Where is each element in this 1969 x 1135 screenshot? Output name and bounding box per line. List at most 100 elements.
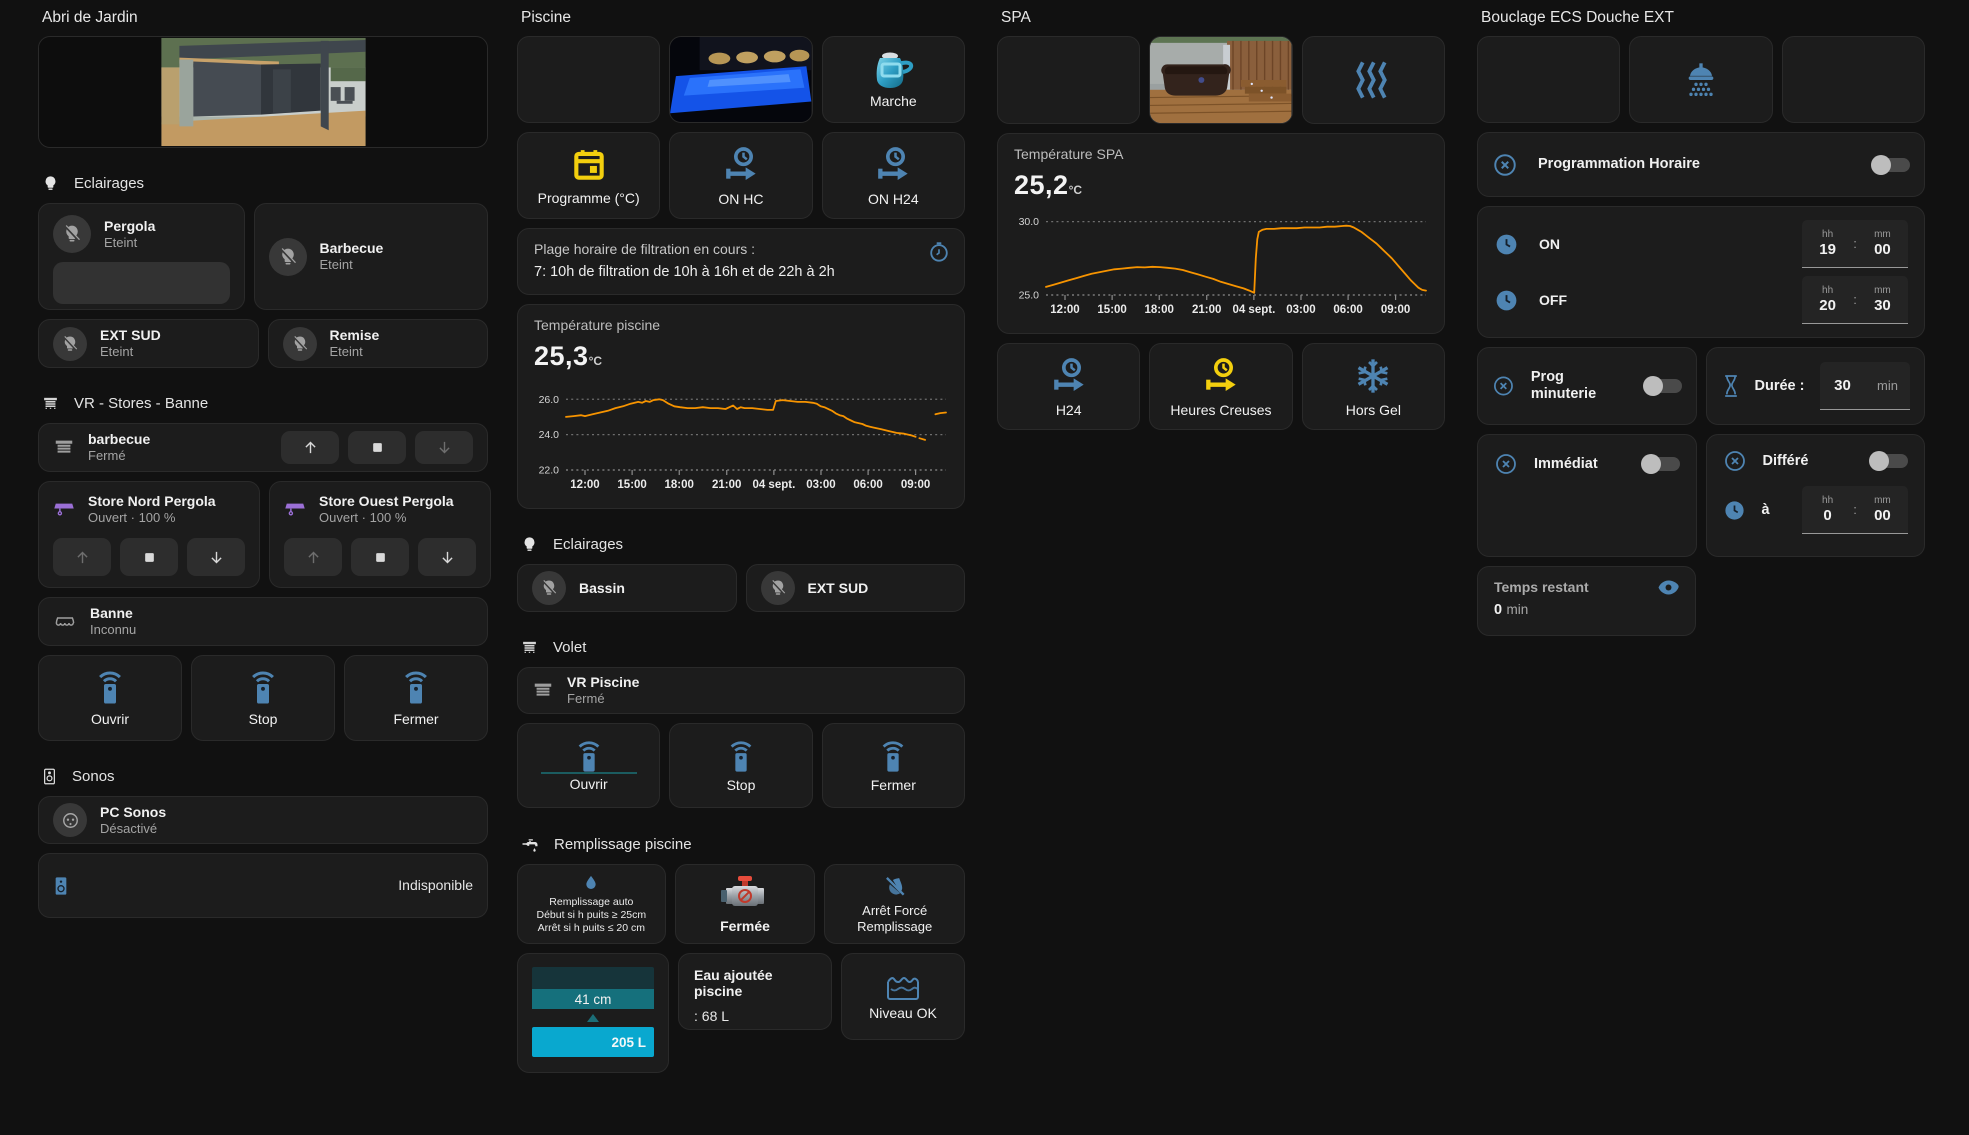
cover-up-button[interactable]	[284, 538, 342, 576]
empty-tile[interactable]	[1477, 36, 1621, 123]
prog-horaire-toggle[interactable]	[1871, 154, 1910, 175]
cover-up-button[interactable]	[53, 538, 111, 576]
svg-text:22.0: 22.0	[539, 465, 560, 477]
cover-stop-button[interactable]	[120, 538, 178, 576]
clock-arrow-icon	[726, 146, 756, 180]
svg-text:12:00: 12:00	[570, 479, 599, 491]
differe-time-input[interactable]: hh 0 : mm 00	[1802, 486, 1908, 534]
remote-close-button[interactable]: Fermer	[344, 655, 488, 741]
off-time-input[interactable]: hh 20 : mm 30	[1802, 276, 1908, 324]
brightness-slider[interactable]	[53, 262, 230, 304]
svg-text:06:00: 06:00	[1333, 304, 1362, 316]
eye-icon[interactable]	[1658, 580, 1679, 595]
button-label: H24	[1055, 401, 1082, 418]
timer-icon[interactable]	[928, 241, 950, 263]
light-card-remise[interactable]: Remise Eteint	[267, 319, 488, 368]
immediat-toggle[interactable]	[1640, 454, 1680, 474]
remplissage-auto-card[interactable]: Remplissage auto Début si h puits ≥ 25cm…	[517, 864, 666, 944]
media-player-card-sonos[interactable]: Indisponible	[38, 853, 488, 918]
lightbulb-off-icon[interactable]	[760, 571, 795, 605]
volet-close-button[interactable]: Fermer	[821, 723, 965, 808]
entity-state: Eteint	[104, 234, 138, 250]
pool-photo	[670, 37, 812, 122]
volet-open-button[interactable]: Ouvrir	[517, 723, 661, 808]
well-level-gauge-card[interactable]: 41 cm 205 L	[517, 953, 669, 1073]
pool-temperature-card[interactable]: Température piscine 25,3°C 26.0 24.0 22.0 1…	[517, 304, 965, 509]
cover-down-button[interactable]	[187, 538, 245, 576]
cover-stop-button[interactable]	[351, 538, 409, 576]
cover-down-button[interactable]	[415, 431, 473, 464]
svg-text:03:00: 03:00	[1286, 304, 1315, 316]
lightbulb-off-icon[interactable]	[282, 326, 317, 361]
column-title: Abri de Jardin	[42, 9, 138, 26]
niveau-ok-indicator[interactable]: Niveau OK	[841, 953, 965, 1040]
on-time-input[interactable]: hh 19 : mm 00	[1802, 220, 1908, 268]
duree-unit: min	[1877, 378, 1898, 393]
button-label: Hors Gel	[1345, 401, 1401, 418]
programme-button[interactable]: Programme (°C)	[517, 132, 661, 219]
hh-label: hh	[1822, 495, 1834, 506]
cover-card-store-ouest[interactable]: Store Ouest Pergola Ouvert · 100 %	[269, 481, 491, 588]
on-minutes-value: 00	[1874, 241, 1891, 258]
cover-stop-button[interactable]	[348, 431, 406, 464]
mm-label: mm	[1874, 229, 1891, 240]
switch-card-pc-sonos[interactable]: PC Sonos Désactivé	[38, 796, 488, 844]
differe-toggle[interactable]	[1869, 451, 1908, 471]
valve-fermee-button[interactable]: Fermée	[674, 864, 816, 944]
media-state: Indisponible	[398, 877, 473, 893]
on-hc-button[interactable]: ON HC	[669, 132, 813, 219]
light-card-bassin[interactable]: Bassin	[517, 564, 737, 612]
remote-stop-button[interactable]: Stop	[191, 655, 335, 741]
temperature-unit: °C	[588, 354, 603, 368]
pool-camera-card[interactable]	[669, 36, 813, 123]
empty-tile[interactable]	[517, 36, 661, 123]
prog-minuterie-toggle[interactable]	[1642, 376, 1682, 396]
lightbulb-off-icon[interactable]	[53, 215, 91, 253]
duree-input[interactable]: 30 min	[1820, 362, 1910, 410]
cover-card-store-nord[interactable]: Store Nord Pergola Ouvert · 100 %	[38, 481, 260, 588]
pump-marche-button[interactable]: Marche	[821, 36, 965, 123]
spa-temperature-card[interactable]: Température SPA 25,2°C 30.0 25.0 12:00 15:0…	[997, 133, 1445, 334]
column-title: Piscine	[521, 9, 571, 26]
faucet-icon	[522, 839, 538, 852]
light-card-barbecue[interactable]: Barbecue Eteint	[253, 203, 488, 310]
auto-line1: Remplissage auto	[549, 895, 634, 908]
lightbulb-off-icon[interactable]	[53, 326, 87, 361]
section-label: Eclairages	[74, 175, 145, 192]
button-label: ON H24	[868, 190, 919, 207]
lightbulb-off-icon[interactable]	[532, 571, 566, 605]
temps-restant-card[interactable]: Temps restant 0 min	[1477, 566, 1696, 636]
button-label: Ouvrir	[569, 776, 608, 792]
power-socket-icon[interactable]	[53, 803, 87, 837]
cover-card-barbecue[interactable]: barbecue Fermé	[38, 423, 488, 472]
lightbulb-off-icon[interactable]	[268, 237, 307, 276]
on-h24-button[interactable]: ON H24	[821, 132, 965, 219]
eau-ajoutee-card[interactable]: Eau ajoutée piscine : 68 L	[678, 953, 832, 1030]
cover-card-banne[interactable]: Banne Inconnu	[38, 597, 488, 646]
abri-camera-card[interactable]	[38, 36, 488, 148]
entity-state: Fermé	[88, 448, 126, 463]
cover-down-button[interactable]	[418, 538, 476, 576]
light-card-ext-sud[interactable]: EXT SUD Eteint	[38, 319, 259, 368]
light-card-pergola[interactable]: Pergola Eteint	[38, 203, 245, 310]
filtration-schedule-card[interactable]: Plage horaire de filtration en cours : 7…	[517, 228, 965, 295]
light-card-ext-sud-piscine[interactable]: EXT SUD	[745, 564, 965, 612]
auto-line3: Arrêt si h puits ≤ 20 cm	[537, 921, 645, 934]
spa-hors-gel-button[interactable]: Hors Gel	[1301, 343, 1445, 430]
cover-card-vr-piscine[interactable]: VR Piscine Fermé	[517, 667, 965, 714]
entity-name: EXT SUD	[807, 579, 869, 596]
button-label: Stop	[726, 776, 756, 793]
entity-name: Barbecue	[319, 240, 384, 256]
remote-open-button[interactable]: Ouvrir	[38, 655, 182, 741]
empty-tile[interactable]	[1781, 36, 1925, 123]
arret-force-button[interactable]: Arrêt Forcé Remplissage	[824, 864, 966, 944]
section-label: VR - Stores - Banne	[74, 395, 209, 412]
spa-heat-button[interactable]	[1301, 36, 1445, 124]
volet-stop-button[interactable]: Stop	[669, 723, 813, 808]
spa-h24-button[interactable]: H24	[997, 343, 1141, 430]
shower-button[interactable]	[1629, 36, 1773, 123]
cover-up-button[interactable]	[281, 431, 339, 464]
spa-heures-creuses-button[interactable]: Heures Creuses	[1149, 343, 1293, 430]
spa-camera-card[interactable]	[1149, 36, 1293, 124]
empty-tile[interactable]	[997, 36, 1141, 124]
